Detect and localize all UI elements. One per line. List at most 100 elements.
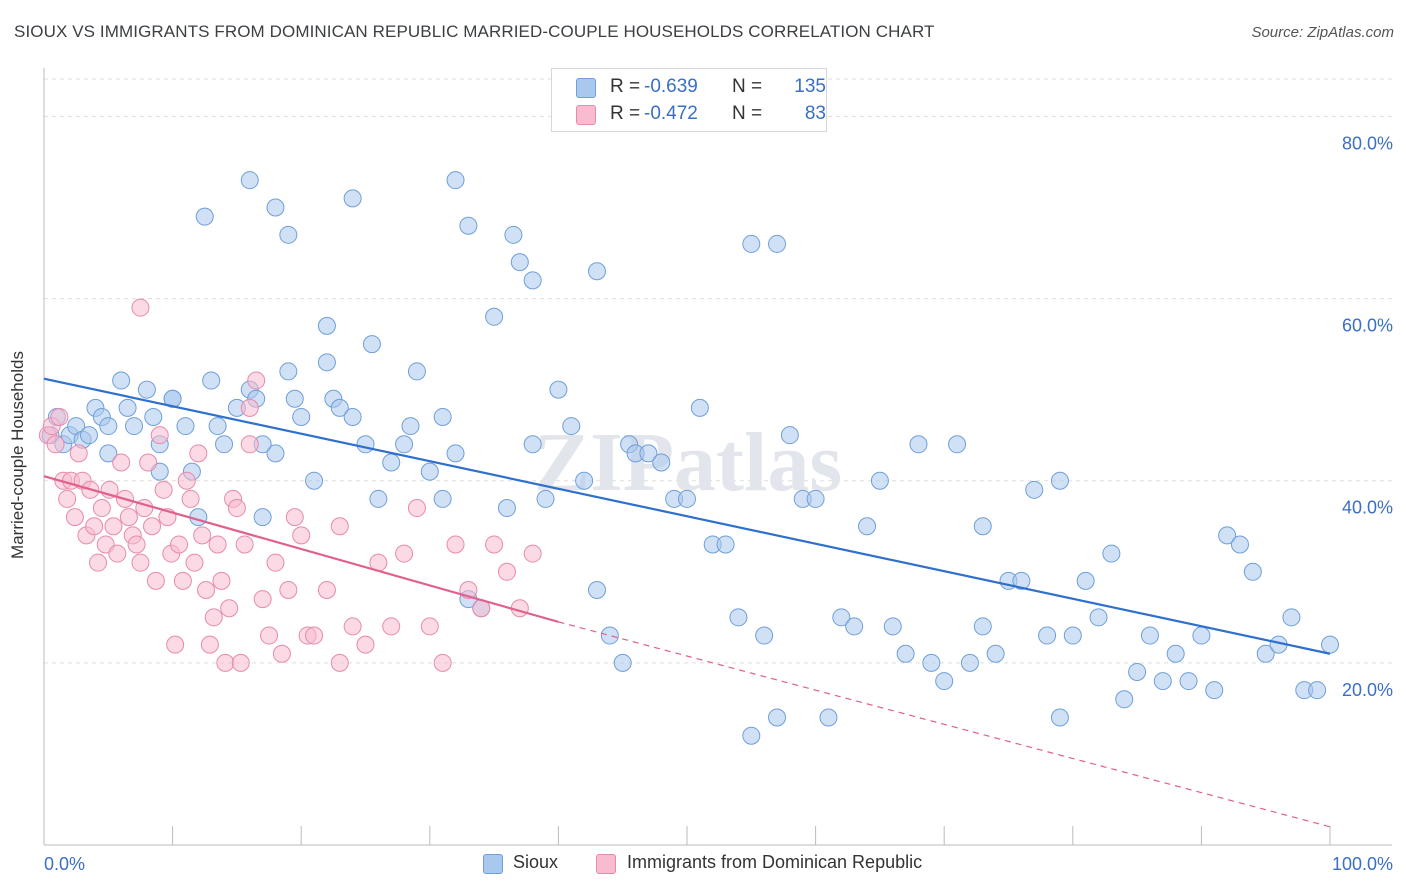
dominican-trend-extension <box>558 621 1331 828</box>
sioux-point <box>768 234 787 253</box>
dominican-point <box>285 508 304 527</box>
sioux-point <box>536 489 555 508</box>
y-tick-label: 60.0% <box>1342 316 1393 336</box>
dominican-point <box>204 608 223 627</box>
sioux-point <box>549 380 568 399</box>
dominican-point <box>181 489 200 508</box>
sioux-point <box>279 362 298 381</box>
dominican-point <box>197 581 216 599</box>
legend-swatch-sioux <box>576 78 596 98</box>
sioux-point <box>253 508 272 527</box>
correlation-legend: R = -0.639 N = 135 R = -0.472 N = 83 <box>551 68 827 132</box>
dominican-point <box>446 535 465 554</box>
sioux-point <box>986 644 1005 663</box>
sioux-trend-line <box>43 377 1331 655</box>
dominican-point <box>170 535 189 554</box>
sioux-point <box>960 653 979 672</box>
sioux-point <box>870 471 889 490</box>
legend-n-label: N = <box>732 103 763 124</box>
sioux-point <box>1050 708 1069 727</box>
sioux-point <box>395 435 414 454</box>
sioux-point <box>118 398 137 417</box>
sioux-point <box>678 489 696 508</box>
sioux-point <box>729 608 748 627</box>
sioux-point <box>112 371 131 390</box>
sioux-point <box>420 462 439 481</box>
dominican-point <box>200 635 219 654</box>
sioux-point <box>922 653 941 672</box>
dominican-point <box>189 444 208 463</box>
dominican-point <box>112 453 131 472</box>
dominican-point <box>69 444 88 463</box>
grid-lines <box>44 78 1392 664</box>
sioux-point <box>909 435 928 454</box>
source-label: Source: ZipAtlas.com <box>1251 24 1394 41</box>
dominican-point <box>272 644 291 663</box>
sioux-point <box>99 417 118 436</box>
dominican-point <box>279 581 298 599</box>
dominican-point <box>220 599 239 618</box>
sioux-point <box>742 726 761 745</box>
sioux-point <box>446 444 465 463</box>
sioux-point <box>1025 480 1044 499</box>
sioux-point <box>382 453 401 472</box>
sioux-point <box>523 435 542 454</box>
sioux-point <box>948 435 967 454</box>
sioux-point <box>755 626 774 645</box>
sioux-point <box>1243 562 1262 581</box>
sioux-point <box>208 417 227 436</box>
sioux-point <box>362 335 381 354</box>
sioux-point <box>459 216 478 235</box>
dominican-point <box>356 635 375 654</box>
dominican-point <box>104 517 123 536</box>
dominican-point <box>395 544 414 563</box>
sioux-point <box>343 189 362 208</box>
sioux-point <box>613 653 632 672</box>
sioux-point <box>176 417 195 436</box>
sioux-point <box>1192 626 1211 645</box>
sioux-point <box>407 362 426 381</box>
sioux-point <box>80 426 99 445</box>
sioux-point <box>858 517 877 536</box>
sioux-point <box>305 471 324 490</box>
dominican-point <box>150 426 169 445</box>
dominican-point <box>131 553 150 572</box>
sioux-point <box>1115 690 1134 709</box>
legend-r-label: R = <box>610 76 641 97</box>
dominican-point <box>231 653 250 672</box>
dominican-point <box>50 407 69 426</box>
sioux-point <box>896 644 915 663</box>
dominican-point <box>143 517 162 536</box>
sioux-point <box>742 234 761 253</box>
sioux-point <box>1218 526 1237 545</box>
y-tick-label: 80.0% <box>1342 133 1393 153</box>
sioux-point <box>1063 626 1082 645</box>
tick-labels: 20.0% 40.0% 60.0% 80.0% 0.0% 100.0% <box>44 133 1393 874</box>
sioux-point <box>1076 571 1095 590</box>
dominican-point <box>382 617 401 636</box>
dominican-point <box>146 571 165 590</box>
sioux-point <box>973 617 992 636</box>
bottom-legend-label-dominican: Immigrants from Dominican Republic <box>627 852 923 872</box>
dominican-point <box>247 371 266 390</box>
dominican-point <box>89 553 108 572</box>
dominican-point <box>119 508 138 527</box>
dominican-point <box>92 499 111 518</box>
sioux-point <box>504 225 523 244</box>
sioux-point <box>125 417 144 436</box>
dominican-point <box>305 626 324 645</box>
sioux-point <box>330 398 349 417</box>
y-axis-label: Married-couple Households <box>8 351 27 559</box>
dominican-point <box>420 617 439 636</box>
sioux-point <box>195 207 214 226</box>
legend-r-label: R = <box>610 103 641 124</box>
sioux-point <box>523 271 542 290</box>
sioux-point <box>1282 608 1301 627</box>
sioux-point <box>845 617 864 636</box>
sioux-point <box>1102 544 1121 563</box>
dominican-point <box>108 544 127 563</box>
sioux-point <box>202 371 221 390</box>
dominican-point <box>330 653 349 672</box>
dominican-point <box>127 535 146 554</box>
sioux-point <box>317 316 336 335</box>
